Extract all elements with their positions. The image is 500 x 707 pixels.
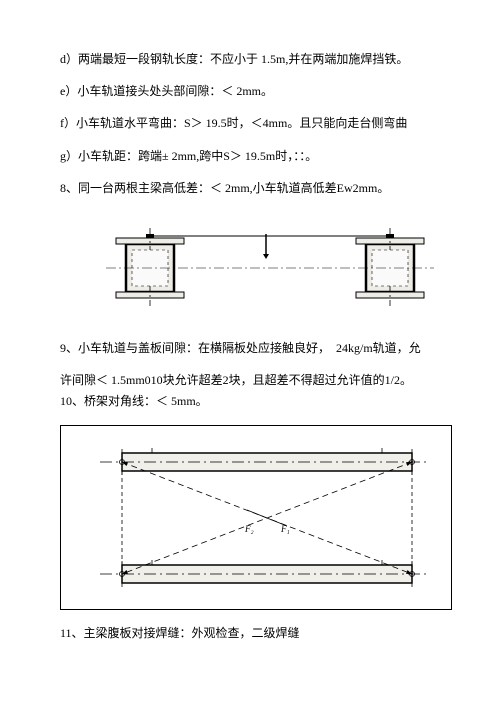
svg-text:F₁: F₁ <box>280 524 290 534</box>
para-9a: 9、小车轨道与盖板间隙：在横隔板处应接触良好， 24kg/m轨道，允 <box>60 339 452 358</box>
para-8: 8、同一台两根主梁高低差：＜ 2mm,小车轨道高低差Ew2mm。 <box>60 179 452 198</box>
para-f: f）小车轨道水平弯曲：S＞ 19.5时，＜4mm。且只能向走台侧弯曲 <box>60 114 452 133</box>
para-d: d）两端最短一段钢轨长度：不应小于 1.5m,并在两端加施焊挡铁。 <box>60 50 452 69</box>
para-9b: 许间隙＜ 1.5mm010块允许超差2块，且超差不得超过允许值的1/2。 <box>60 371 452 390</box>
figure-beam-cross-section <box>60 216 452 311</box>
para-10: 10、桥架对角线：＜ 5mm。 <box>60 392 452 411</box>
para-e: e）小车轨道接头处头部间隙：＜ 2mm。 <box>60 82 452 101</box>
para-11: 11、主梁腹板对接焊缝：外观检查，二级焊缝 <box>60 624 452 643</box>
para-g: g）小车轨距：跨端± 2mm,跨中S＞ 19.5m时，：：。 <box>60 147 452 166</box>
svg-text:F₂: F₂ <box>244 524 254 534</box>
figure-bridge-diagonal: F₁ F₂ <box>60 425 452 610</box>
